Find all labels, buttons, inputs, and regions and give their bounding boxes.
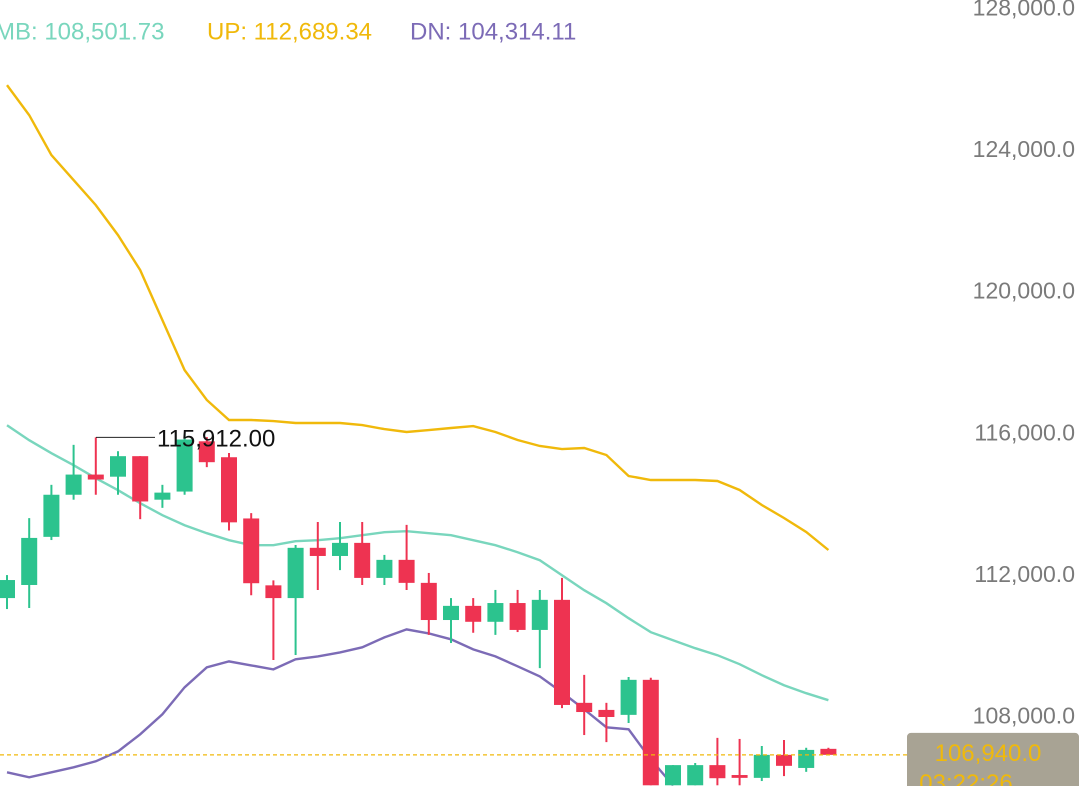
- y-tick-label: 124,000.0: [973, 136, 1075, 162]
- annotation-label: 115,912.00: [157, 426, 275, 453]
- candle-body: [776, 754, 792, 766]
- candle-body: [43, 494, 60, 537]
- last-price-box: [907, 732, 1079, 786]
- y-tick-label: 108,000.0: [973, 702, 1075, 728]
- candle-body: [110, 456, 126, 477]
- candle-body: [576, 702, 593, 713]
- candle-body: [398, 559, 415, 583]
- y-tick-label: 128,000.0: [973, 0, 1075, 21]
- candle-body: [420, 582, 437, 621]
- candle-body: [21, 537, 38, 585]
- candle-body: [509, 603, 526, 630]
- candle-body: [65, 474, 82, 495]
- candle-body: [487, 603, 504, 622]
- candle-body: [554, 599, 570, 705]
- band-line: [6, 628, 674, 786]
- candle-body: [198, 441, 215, 463]
- candle-body: [0, 580, 15, 599]
- candle-body: [354, 542, 371, 578]
- candle-body: [687, 765, 704, 786]
- legend-entry: MB: 108,501.73: [0, 18, 164, 45]
- candle-body: [642, 679, 659, 786]
- legend-entry: UP: 112,689.34: [207, 18, 372, 45]
- candle-body: [443, 605, 459, 621]
- candle-body: [665, 765, 681, 786]
- candle-body: [598, 709, 615, 717]
- candle-body: [709, 765, 726, 779]
- candle-body: [221, 457, 237, 523]
- band-line: [6, 424, 829, 702]
- band-line: [6, 84, 830, 551]
- last-price-label: 106,940.0: [935, 740, 1042, 767]
- candle-body: [332, 542, 348, 556]
- candle-body: [154, 492, 171, 500]
- candle-body: [820, 748, 837, 755]
- candle-body: [309, 547, 326, 556]
- candle-body: [265, 585, 282, 599]
- candle-body: [531, 599, 548, 630]
- y-tick-label: 120,000.0: [973, 278, 1075, 304]
- candle-body: [753, 754, 770, 778]
- candle-body: [287, 547, 304, 599]
- countdown: 03:22:26: [919, 770, 1012, 786]
- candle-body: [132, 456, 149, 502]
- y-tick-label: 112,000.0: [974, 561, 1075, 587]
- candle-body: [376, 559, 393, 578]
- legend-entry: DN: 104,314.11: [410, 18, 576, 45]
- candle-body: [798, 749, 815, 768]
- candle-body: [620, 679, 637, 715]
- candle-body: [243, 518, 260, 584]
- candle-body: [731, 775, 748, 778]
- candle-body: [176, 439, 193, 492]
- candle-body: [465, 605, 482, 622]
- candle-body: [87, 474, 104, 480]
- y-tick-label: 116,000.0: [974, 419, 1075, 445]
